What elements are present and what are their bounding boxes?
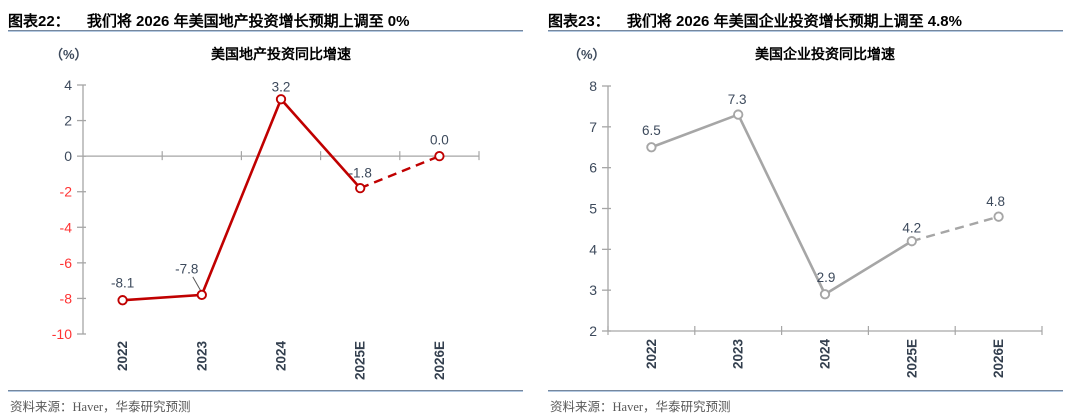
svg-text:4.8: 4.8 bbox=[986, 194, 1005, 209]
y-axis-unit-label: （%） bbox=[50, 47, 88, 62]
line-chart-svg: 8 7 6 5 4 3 2 6.5 7.3 2.9 4.2 4.8 2022 2023 2024 2025E 2… bbox=[589, 78, 1043, 378]
figure-number-label: 图表23： bbox=[548, 13, 610, 30]
svg-text:2026E: 2026E bbox=[432, 341, 447, 380]
figure-headline: 我们将 2026 年美国地产投资增长预期上调至 0% bbox=[86, 13, 410, 30]
svg-text:-7.8: -7.8 bbox=[175, 261, 198, 276]
svg-text:2: 2 bbox=[589, 323, 597, 339]
svg-text:2026E: 2026E bbox=[991, 339, 1006, 378]
chart-title: 美国企业投资同比增速 bbox=[755, 46, 895, 62]
svg-text:3.2: 3.2 bbox=[272, 80, 291, 95]
svg-text:-8: -8 bbox=[60, 290, 73, 306]
svg-text:4: 4 bbox=[64, 77, 72, 93]
source-note: 资料来源：Haver，华泰研究预测 bbox=[10, 400, 191, 414]
figure-headline: 我们将 2026 年美国企业投资增长预期上调至 4.8% bbox=[626, 13, 962, 30]
svg-text:6: 6 bbox=[589, 160, 597, 176]
svg-text:-8.1: -8.1 bbox=[111, 276, 134, 291]
svg-text:2024: 2024 bbox=[818, 339, 833, 370]
line-chart-svg: 4 2 0 -2 -4 -6 -8 -10 -8.1 -7.8 3.2 -1.8 0.0 2022 2023… bbox=[52, 77, 480, 380]
figure-panel-22: 4 2 0 -2 -4 -6 -8 -10 -8.1 -7.8 3.2 -1.8 0.0 2022 2023… bbox=[8, 10, 523, 414]
svg-text:-6: -6 bbox=[60, 255, 73, 271]
svg-text:2.9: 2.9 bbox=[817, 270, 836, 285]
svg-text:2022: 2022 bbox=[115, 341, 130, 371]
svg-text:2023: 2023 bbox=[731, 339, 746, 370]
figure-header: 图表22： 我们将 2026 年美国地产投资增长预期上调至 0% bbox=[8, 10, 520, 31]
source-note: 资料来源：Haver，华泰研究预测 bbox=[550, 400, 731, 414]
svg-text:4.2: 4.2 bbox=[902, 221, 921, 236]
figure-panel-23: 8 7 6 5 4 3 2 6.5 7.3 2.9 4.2 4.8 2022 2023 2024 2025E 2… bbox=[540, 0, 1080, 418]
svg-text:2025E: 2025E bbox=[904, 339, 919, 378]
svg-text:7: 7 bbox=[589, 119, 597, 135]
svg-text:4: 4 bbox=[589, 241, 597, 257]
svg-text:3: 3 bbox=[589, 282, 597, 298]
svg-text:-1.8: -1.8 bbox=[349, 166, 372, 181]
source-rule bbox=[8, 390, 523, 392]
header-rule bbox=[8, 30, 523, 32]
figure-header: 图表23： 我们将 2026 年美国企业投资增长预期上调至 4.8% bbox=[548, 10, 1060, 31]
figure-number-label: 图表22： bbox=[8, 13, 70, 30]
chart-title: 美国地产投资同比增速 bbox=[211, 46, 351, 62]
svg-text:2025E: 2025E bbox=[353, 341, 368, 380]
y-axis-unit-label: （%） bbox=[568, 47, 606, 62]
header-rule bbox=[548, 30, 1063, 32]
svg-text:2024: 2024 bbox=[274, 341, 289, 372]
svg-text:0: 0 bbox=[64, 148, 72, 164]
svg-text:-4: -4 bbox=[60, 219, 73, 235]
svg-text:2022: 2022 bbox=[644, 339, 659, 369]
svg-text:8: 8 bbox=[589, 78, 597, 94]
svg-text:0.0: 0.0 bbox=[430, 133, 449, 148]
svg-text:7.3: 7.3 bbox=[728, 92, 747, 107]
svg-text:-2: -2 bbox=[60, 184, 73, 200]
source-rule bbox=[548, 390, 1063, 392]
svg-text:5: 5 bbox=[589, 201, 597, 217]
svg-text:2: 2 bbox=[64, 113, 72, 129]
svg-text:-10: -10 bbox=[52, 326, 72, 342]
svg-text:2023: 2023 bbox=[194, 341, 209, 372]
svg-text:6.5: 6.5 bbox=[642, 123, 661, 138]
